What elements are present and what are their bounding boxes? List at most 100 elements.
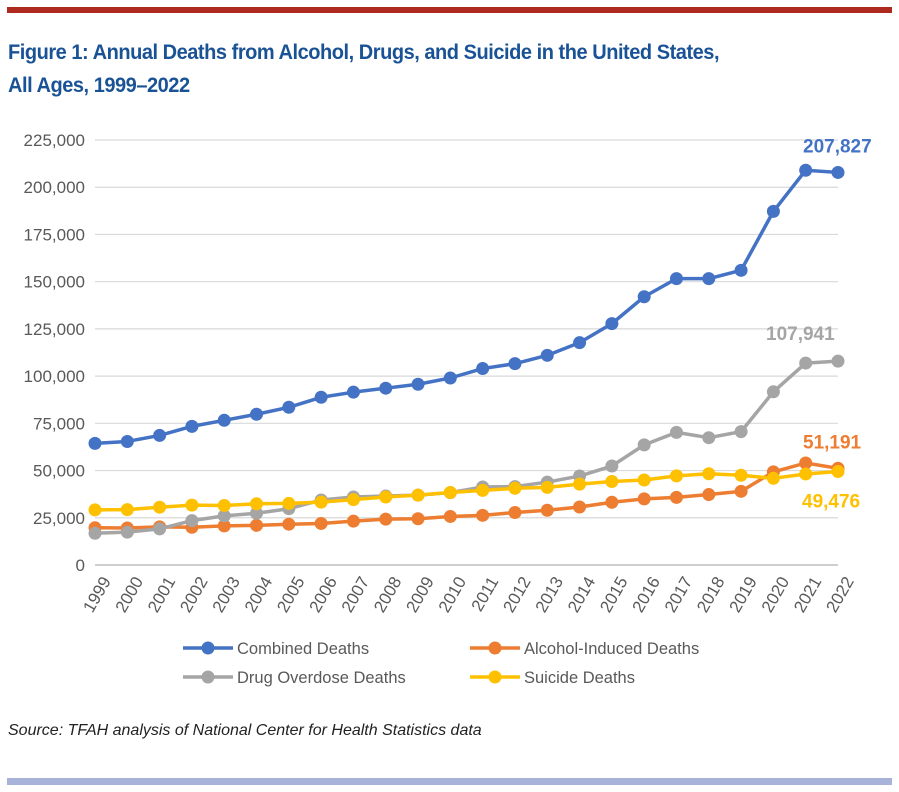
x-tick-label: 2016 [629,573,664,615]
legend-item: Suicide Deaths [470,669,635,687]
legend-marker [488,641,502,655]
data-point [314,495,328,509]
x-tick-label: 2020 [758,573,793,615]
data-point [411,377,425,391]
end-labels: 207,827 51,191 107,941 49,476 [766,136,872,512]
data-point [831,354,845,368]
data-point [799,467,813,481]
y-tick-label: 150,000 [24,273,85,292]
series-line [94,359,839,536]
legend-label: Suicide Deaths [524,669,635,687]
data-point [637,473,651,487]
x-tick-label: 2022 [822,573,857,615]
data-point [799,456,813,470]
data-point [799,356,813,370]
x-tick-label: 2014 [564,573,599,615]
data-point [702,272,716,286]
data-point [734,484,748,498]
data-point [120,434,134,448]
x-tick-label: 2012 [499,573,534,615]
figure-title: Figure 1: Annual Deaths from Alcohol, Dr… [8,36,826,102]
legend: Combined Deaths Alcohol-Induced Deaths Dru… [183,640,699,687]
series-line [94,168,839,446]
data-point [476,483,490,497]
y-tick-label: 75,000 [33,414,85,433]
legend-label: Drug Overdose Deaths [237,669,406,687]
x-tick-label: 2021 [790,573,825,615]
data-point [282,496,296,510]
series-suicide-deaths [88,465,845,517]
series-drug-overdose-deaths [88,354,845,540]
data-point [508,357,522,371]
legend-marker [201,670,215,684]
end-value-label: 51,191 [803,432,862,453]
data-point [734,425,748,439]
data-point [476,362,490,376]
data-point [573,500,587,514]
data-point [476,508,490,522]
data-point [508,505,522,519]
data-point [702,488,716,502]
end-value-label: 207,827 [803,136,872,157]
data-point [605,459,619,473]
data-point [669,469,683,483]
gridlines [95,139,838,566]
data-point [831,165,845,179]
series-line [94,469,839,512]
data-point [120,503,134,517]
data-point [346,514,360,528]
data-point [702,467,716,481]
x-tick-label: 2006 [306,573,341,615]
data-point [605,475,619,489]
data-point [669,272,683,286]
data-point [379,381,393,395]
x-tick-label: 2015 [596,573,631,615]
y-tick-label: 0 [76,556,85,575]
x-tick-label: 2008 [370,573,405,615]
data-point [314,390,328,404]
data-point [153,428,167,442]
data-point [734,468,748,482]
data-point [250,518,264,532]
x-tick-label: 2019 [725,573,760,615]
data-point [540,480,554,494]
data-point [314,516,328,530]
data-point [185,514,199,528]
data-point [669,425,683,439]
data-point [669,490,683,504]
legend-label: Alcohol-Induced Deaths [524,640,699,658]
data-point [217,499,231,512]
data-point [443,371,457,385]
data-point [766,471,780,485]
data-point [88,503,102,517]
series-alcohol-induced-deaths [88,456,845,535]
data-point [153,522,167,536]
data-point [379,512,393,526]
x-tick-label: 2000 [112,573,147,615]
data-point [734,263,748,277]
data-point [637,290,651,304]
top-rule [7,7,892,13]
data-point [411,512,425,526]
y-tick-label: 25,000 [33,509,85,528]
data-point [605,495,619,509]
data-point [799,163,813,177]
figure-title-line-2: All Ages, 1999–2022 [8,73,190,97]
data-point [573,336,587,350]
y-tick-label: 125,000 [24,320,85,339]
y-axis-ticks: 0 25,000 50,000 75,000 100,000 125,000 150,000… [24,131,85,575]
x-tick-label: 2013 [532,573,567,615]
legend-item: Combined Deaths [183,640,369,658]
x-tick-label: 2004 [241,573,276,615]
data-point [153,500,167,514]
series-combined-deaths [88,163,845,450]
x-tick-label: 2017 [661,573,696,615]
data-point [185,419,199,433]
data-point [411,488,425,502]
data-point [88,526,102,540]
x-tick-label: 2009 [402,573,437,615]
data-point [346,493,360,507]
data-point [766,204,780,218]
data-point [120,525,134,539]
end-value-label: 49,476 [802,492,860,513]
